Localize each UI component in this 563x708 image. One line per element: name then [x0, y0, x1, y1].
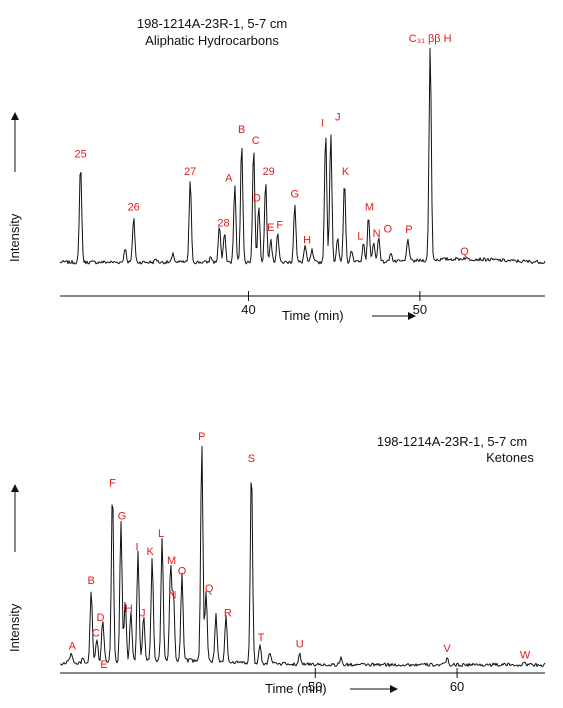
peak-label: L [357, 230, 363, 242]
peak-label: B [88, 575, 95, 587]
peak-label: H [303, 235, 311, 247]
peak-label: I [135, 542, 138, 554]
x-axis-label-text: Time (min) [282, 308, 344, 323]
x-axis-label-text: Time (min) [265, 681, 327, 696]
peak-label: F [109, 477, 116, 489]
x-axis-ticks: 50 60 [308, 668, 464, 694]
y-axis-label-text: Intensity [7, 213, 22, 262]
y-axis-label-text: Intensity [7, 603, 22, 652]
peak-label: 29 [263, 166, 275, 178]
chart-title: 198-1214A-23R-1, 5-7 cm [137, 16, 287, 31]
peak-label: 27 [184, 166, 196, 178]
peak-label: H [125, 603, 133, 615]
peak-label: M [167, 555, 176, 567]
peak-label: R [224, 607, 232, 619]
y-axis-label: Intensity [7, 484, 22, 652]
y-axis-label: Intensity [7, 112, 22, 262]
peak-label: 26 [128, 202, 140, 214]
peak-label: T [258, 632, 265, 644]
peak-label: G [118, 511, 127, 523]
y-axis-arrow-icon [11, 484, 19, 492]
peak-label: C [252, 135, 260, 147]
x-axis-label: Time (min) [282, 308, 416, 323]
peak-label: K [342, 166, 350, 178]
peak-label: I [321, 117, 324, 129]
chart-subtitle: Ketones [486, 450, 534, 465]
chart-title: 198-1214A-23R-1, 5-7 cm [377, 434, 527, 449]
peak-label: E [267, 222, 274, 234]
peak-label: J [335, 111, 341, 123]
peak-label: N [373, 228, 381, 240]
series-line [59, 47, 546, 265]
peak-label: N [169, 590, 177, 602]
x-axis-ticks: 40 50 [241, 291, 427, 317]
peak-label: L [158, 528, 164, 540]
peak-labels: A B CD E F G H I J KL M NO P QR S T U V W [69, 431, 531, 671]
peak-label: F [276, 219, 283, 231]
x-tick-label: 40 [241, 302, 255, 317]
x-tick-label: 50 [308, 679, 322, 694]
peak-label: P [198, 431, 205, 443]
peak-label: P [405, 224, 412, 236]
peak-label: C [92, 628, 100, 640]
peak-label: W [520, 650, 531, 662]
x-axis-arrow-icon [408, 312, 416, 320]
peak-label: B [238, 124, 245, 136]
chart-subtitle: Aliphatic Hydrocarbons [145, 33, 279, 48]
x-axis-label: Time (min) [265, 681, 398, 696]
peak-label: U [296, 639, 304, 651]
peak-label: K [147, 546, 155, 558]
peak-label: D [97, 612, 105, 624]
x-axis-arrow-icon [390, 685, 398, 693]
peak-label: V [443, 643, 451, 655]
peak-label: A [69, 641, 77, 653]
peak-label: 25 [74, 148, 86, 160]
peak-label: E [100, 659, 107, 671]
peak-label: O [384, 224, 393, 236]
peak-label: O [178, 566, 187, 578]
peak-label: J [140, 607, 146, 619]
peak-label: Q [205, 583, 214, 595]
chart-aliphatic-hydrocarbons: 198-1214A-23R-1, 5-7 cm Aliphatic Hydroc… [7, 16, 546, 323]
peak-label: G [291, 188, 300, 200]
peak-label: A [225, 173, 233, 185]
y-axis-arrow-icon [11, 112, 19, 120]
chart-ketones: 198-1214A-23R-1, 5-7 cm Ketones Intensit… [7, 431, 546, 696]
x-tick-label: 60 [450, 679, 464, 694]
peak-label: M [365, 202, 374, 214]
x-tick-label: 50 [413, 302, 427, 317]
peak-label: C₃₁ ββ H [409, 33, 452, 45]
peak-labels: 25 26 27 28 A BC D 29 E F G H I J K L M N O P C₃₁ ββ H Q [74, 33, 469, 258]
series-line [59, 445, 546, 667]
peak-label: 28 [217, 217, 229, 229]
peak-label: S [248, 453, 255, 465]
peak-label: Q [460, 246, 469, 258]
peak-label: D [253, 193, 261, 205]
